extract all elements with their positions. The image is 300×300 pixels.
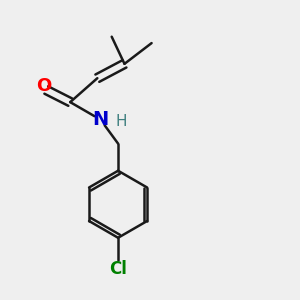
Text: Cl: Cl (109, 260, 127, 278)
Text: O: O (36, 77, 51, 95)
Text: N: N (92, 110, 109, 129)
Text: H: H (116, 114, 127, 129)
